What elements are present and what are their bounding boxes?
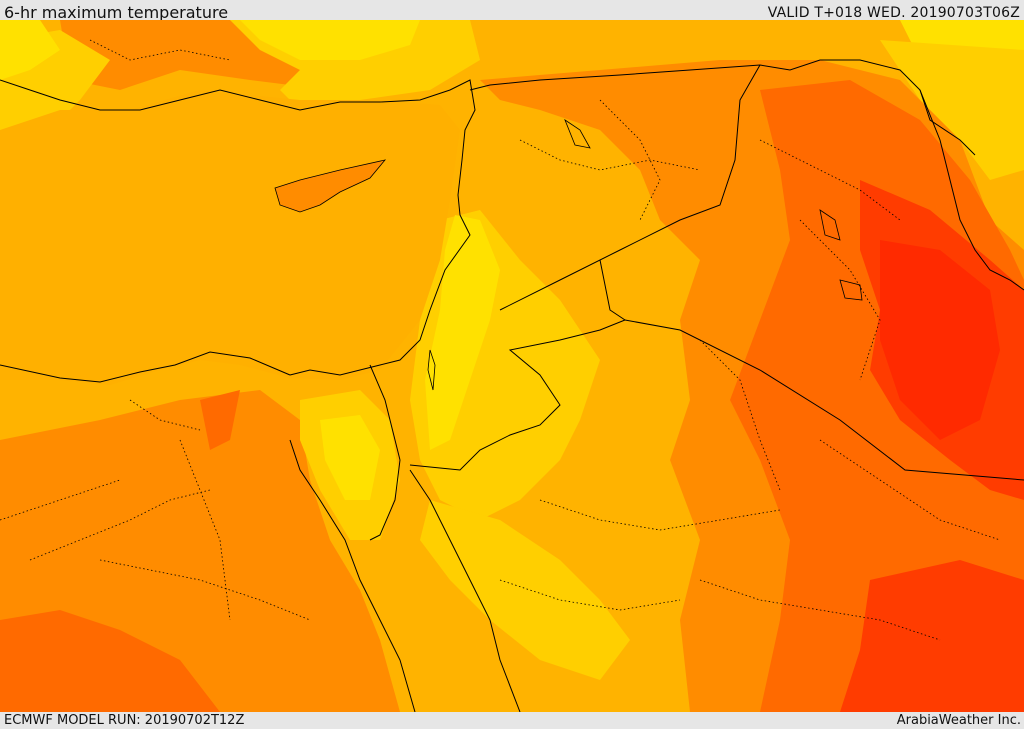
egypt-dark-orange <box>0 610 220 712</box>
dead-sea <box>427 349 436 391</box>
province-boundaries <box>0 39 1001 641</box>
turkey-coast <box>0 79 476 196</box>
north-east-yellow-2 <box>880 40 1024 180</box>
lake-habbaniyah <box>839 279 863 301</box>
header-bar: 6-hr maximum temperature VALID T+018 WED… <box>0 0 1024 22</box>
borders <box>0 59 1024 712</box>
gulf-aqaba <box>369 459 401 541</box>
turkey-syria-border <box>469 59 976 156</box>
lake-tharthar <box>819 209 841 241</box>
iraq-red-core <box>880 240 1000 440</box>
arabia-yellow <box>420 500 630 680</box>
footer-bar: ECMWF MODEL RUN: 20190702T12Z ArabiaWeat… <box>0 712 1024 729</box>
valid-time-label: VALID T+018 WED. 20190703T06Z <box>767 5 1020 21</box>
levant-coast <box>289 194 471 376</box>
egypt-coast <box>0 351 291 383</box>
turkey-yellow-patch <box>240 20 420 60</box>
red-sea-east <box>409 469 521 712</box>
red-sea-west <box>289 439 416 712</box>
credit-label: ArabiaWeather Inc. <box>896 713 1021 728</box>
west-yellow-patch-2 <box>0 20 60 80</box>
south-east-red <box>840 560 1024 712</box>
lake-assad <box>564 118 591 149</box>
mediterranean <box>0 90 460 385</box>
saudi-iraq-border <box>624 319 1024 481</box>
temperature-map <box>0 20 1024 712</box>
sinai-light <box>320 415 380 500</box>
model-run-label: ECMWF MODEL RUN: 20190702T12Z <box>4 713 245 728</box>
cyprus <box>274 159 387 213</box>
syria-iraq-border <box>499 64 761 311</box>
iran-iraq-border <box>919 89 1024 291</box>
sinai-border <box>369 364 401 461</box>
egypt-dark-orange-2 <box>200 390 240 450</box>
map-title: 6-hr maximum temperature <box>4 3 229 22</box>
